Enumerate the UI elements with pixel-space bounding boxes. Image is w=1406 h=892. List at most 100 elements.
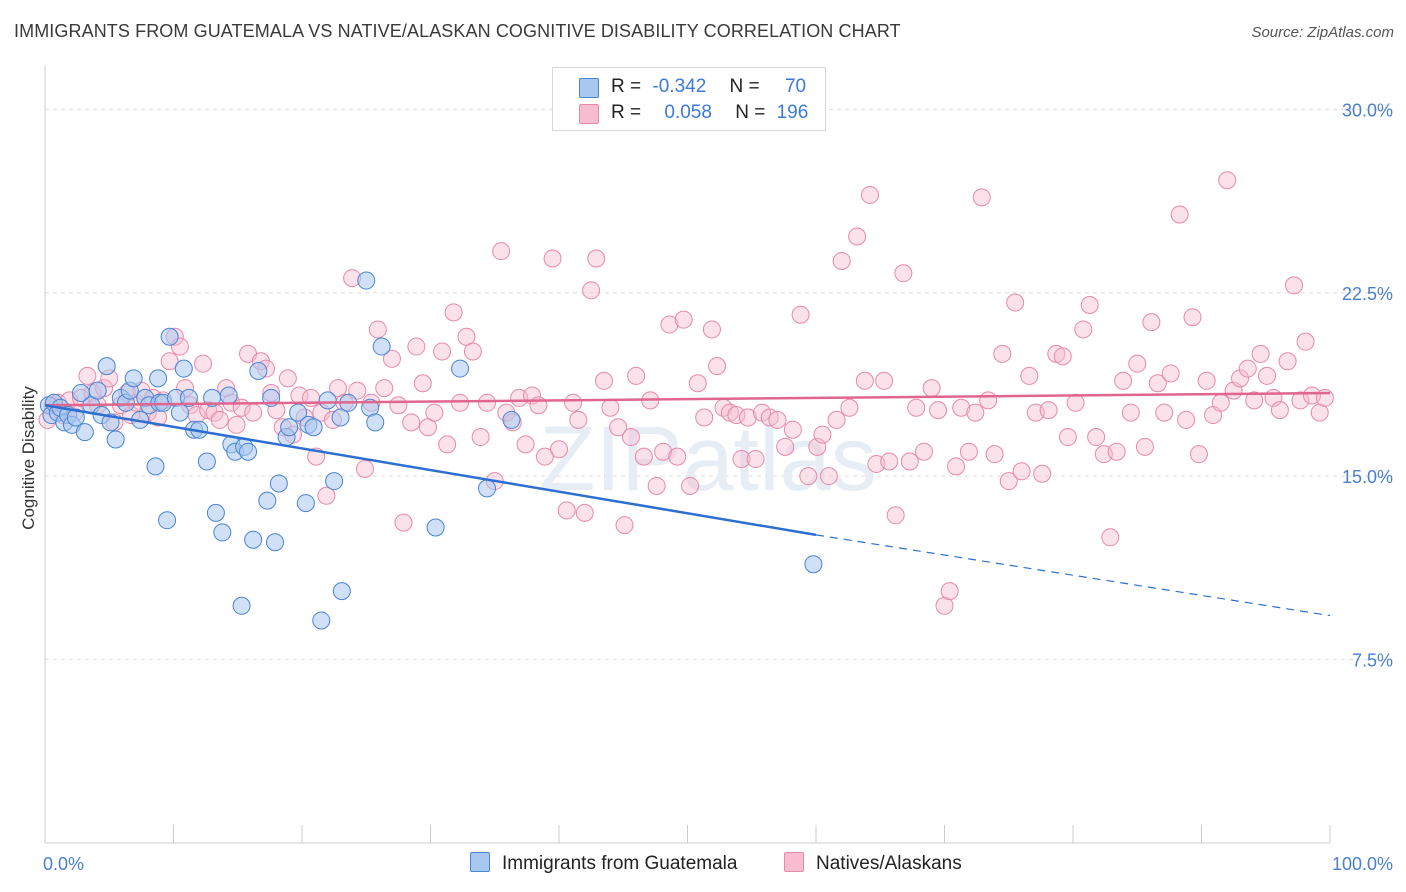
guatemala-point (146, 457, 165, 476)
natives-point (708, 357, 727, 376)
natives-point (840, 398, 859, 417)
legend-swatch-guatemala (579, 78, 599, 98)
natives-point (1066, 393, 1085, 412)
natives-point (1251, 344, 1270, 363)
natives-point (746, 450, 765, 469)
guatemala-point (160, 327, 179, 346)
natives-point (407, 337, 426, 356)
legend-swatch-natives (579, 104, 599, 124)
natives-point (433, 342, 452, 361)
guatemala-trend-extension (815, 534, 1331, 617)
natives-point (471, 428, 490, 447)
legend: R = -0.342 N = 70 R = 0.058 N = 196 (552, 67, 826, 131)
legend-r-label: R = (611, 102, 642, 123)
natives-point (368, 320, 387, 339)
natives-point (535, 447, 554, 466)
natives-point (660, 315, 679, 334)
bottom-legend-label-natives: Natives/Alaskans (816, 853, 962, 874)
natives-point (1074, 320, 1093, 339)
natives-point (914, 442, 933, 461)
natives-point (855, 371, 874, 390)
natives-point (985, 445, 1004, 464)
natives-point (875, 371, 894, 390)
natives-point (813, 425, 832, 444)
y-axis-label: Cognitive Disability (19, 386, 38, 530)
natives-point (1020, 366, 1039, 385)
legend-n-label: N = (735, 102, 766, 123)
bottom-legend-guatemala: Immigrants from Guatemala (470, 852, 737, 875)
natives-point (674, 310, 693, 329)
natives-point (827, 410, 846, 429)
natives-point (1278, 352, 1297, 371)
natives-point (1101, 528, 1120, 547)
guatemala-point (170, 403, 189, 422)
y-tick-label: 30.0% (1342, 100, 1393, 120)
guatemala-point (804, 555, 823, 574)
natives-point (569, 410, 588, 429)
guatemala-point (269, 474, 288, 493)
guatemala-point (75, 423, 94, 442)
natives-point (348, 381, 367, 400)
legend-r-value: -0.342 (652, 76, 707, 97)
natives-point (389, 396, 408, 415)
natives-point (1135, 437, 1154, 456)
natives-point (880, 452, 899, 471)
guatemala-point (478, 479, 497, 498)
natives-point (1238, 359, 1257, 378)
tick-labels: 7.5% 15.0% 22.5% 30.0% 0.0% 100.0% (43, 100, 1393, 874)
natives-point (1039, 401, 1058, 420)
guatemala-point (219, 386, 238, 405)
natives-point (860, 185, 879, 204)
guatemala-trend-line (44, 404, 817, 537)
guatemala-point (426, 518, 445, 537)
natives-point (78, 366, 97, 385)
natives-point (478, 393, 497, 412)
natives-point (550, 440, 568, 459)
legend-n-value: 196 (776, 102, 809, 123)
natives-point (783, 420, 802, 439)
natives-point (634, 447, 653, 466)
trend-lines (44, 391, 1331, 617)
natives-point (999, 472, 1018, 491)
guatemala-point (232, 596, 251, 615)
natives-point (1291, 391, 1310, 410)
natives-point (615, 516, 634, 535)
legend-r-label: R = (611, 76, 642, 97)
bottom-legend-label-guatemala: Immigrants from Guatemala (502, 853, 738, 874)
guatemala-point (331, 408, 350, 427)
guatemala-point (325, 472, 344, 491)
natives-point (227, 415, 246, 434)
natives-point (1080, 295, 1099, 314)
natives-point (819, 467, 838, 486)
natives-point (355, 459, 374, 478)
natives-point (444, 303, 463, 322)
natives-point (647, 476, 666, 495)
guatemala-point (366, 413, 385, 432)
guatemala-point (66, 408, 85, 427)
bottom-legend-swatch-guatemala (470, 852, 490, 872)
natives-point (413, 374, 432, 393)
natives-point (210, 410, 229, 429)
natives-point (886, 506, 905, 525)
natives-point (791, 305, 810, 324)
y-tick-label: 22.5% (1342, 284, 1393, 304)
natives-point (966, 403, 985, 422)
bottom-legend-swatch-natives (784, 852, 804, 872)
y-tick-label: 7.5% (1352, 651, 1393, 671)
natives-point (1006, 293, 1025, 312)
natives-point (627, 366, 646, 385)
natives-point (688, 374, 707, 393)
natives-point (654, 442, 673, 461)
natives-point (1148, 374, 1167, 393)
natives-point (594, 371, 613, 390)
legend-n-label: N = (729, 76, 760, 97)
guatemala-point (174, 359, 193, 378)
natives-point (1107, 442, 1126, 461)
natives-point (900, 452, 919, 471)
gridlines (45, 108, 1392, 661)
natives-point (1197, 371, 1216, 390)
natives-point (1270, 401, 1289, 420)
guatemala-point (502, 410, 521, 429)
natives-point (1155, 403, 1174, 422)
natives-point (668, 447, 687, 466)
